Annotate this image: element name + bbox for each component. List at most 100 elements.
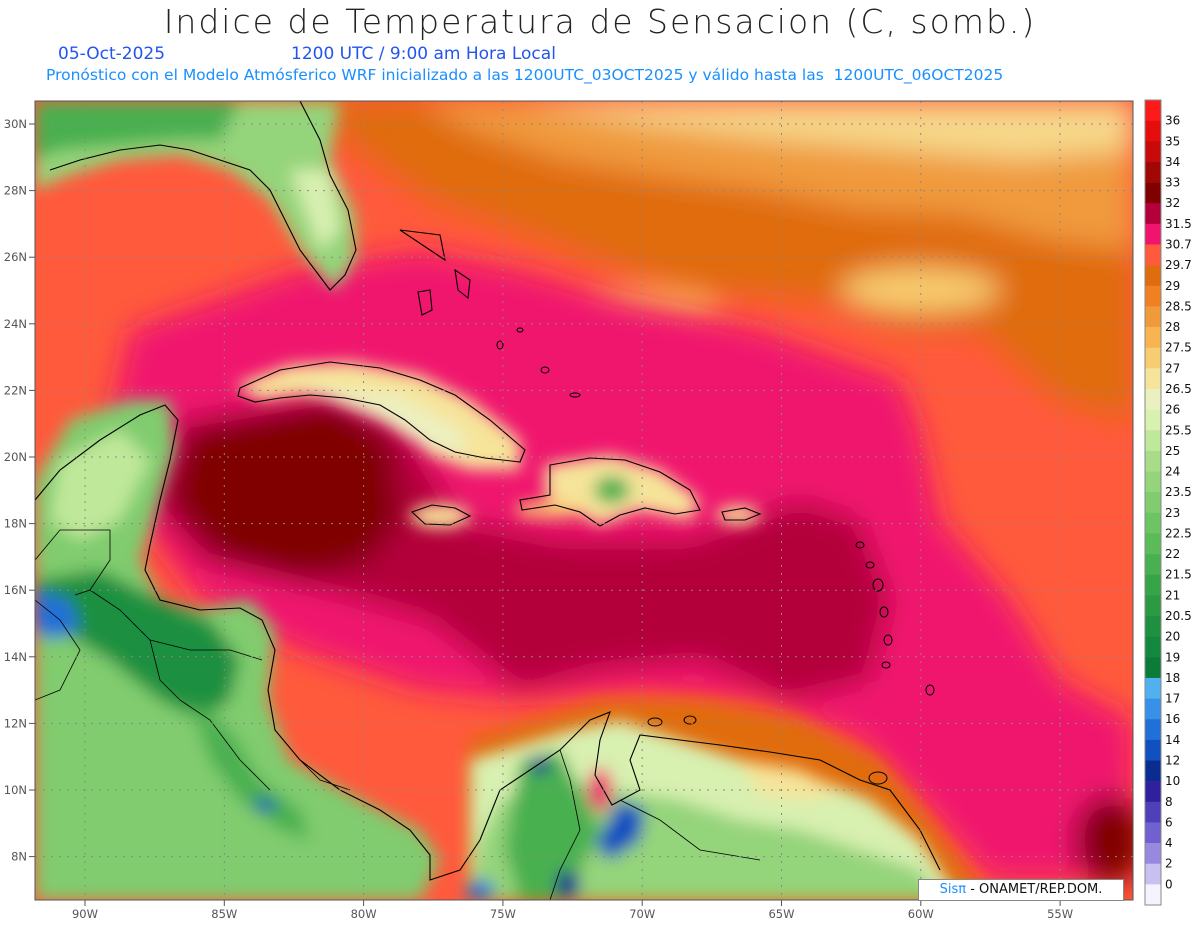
north-atlantic-band: [300, 101, 1133, 420]
colorbar-swatch: [1145, 141, 1161, 163]
lat-label: 18N: [4, 517, 27, 531]
colorbar-label: 22.5: [1165, 526, 1192, 540]
map-frame: [34, 100, 1134, 901]
colorbar-swatch: [1145, 863, 1161, 885]
colorbar-frame: [1144, 99, 1162, 906]
colorbar-label: 30.7: [1165, 237, 1192, 251]
colorbar-label: 22: [1165, 547, 1180, 561]
colorbar-swatch: [1145, 120, 1161, 142]
colorbar-label: 18: [1165, 671, 1180, 685]
colorbar-label: 25.5: [1165, 423, 1192, 437]
colorbar-swatch: [1145, 677, 1161, 699]
longitude-labels: 90W 85W 80W 75W 70W 65W 60W 55W: [72, 900, 1073, 921]
colorbar-swatch: [1145, 265, 1161, 287]
colorbar-label: 20.5: [1165, 609, 1192, 623]
latitude-labels: 30N 28N 26N 24N 22N 20N 18N 16N 14N 12N 10N 8N: [4, 117, 35, 864]
lat-label: 8N: [11, 850, 27, 864]
colorbar-swatch: [1145, 719, 1161, 741]
lon-label: 70W: [629, 907, 655, 921]
colorbar-label: 14: [1165, 733, 1180, 747]
model-info: Pronóstico con el Modelo Atmósferico WRF…: [46, 66, 1004, 84]
colorbar-swatch: [1145, 636, 1161, 658]
lon-label: 90W: [72, 907, 98, 921]
colorbar: 363534333231.530.729.72928.52827.52726.5…: [1144, 99, 1192, 906]
colorbar-swatch: [1145, 306, 1161, 328]
colorbar-swatch: [1145, 182, 1161, 204]
colorbar-label: 31.5: [1165, 217, 1192, 231]
credit-text: - ONAMET/REP.DOM.: [966, 882, 1103, 897]
lat-label: 12N: [4, 716, 27, 730]
lat-label: 10N: [4, 783, 27, 797]
heat-index-field: [35, 101, 1133, 900]
colorbar-swatch: [1145, 657, 1161, 679]
colorbar-label: 17: [1165, 692, 1180, 706]
colorbar-swatch: [1145, 450, 1161, 472]
lon-label: 85W: [211, 907, 237, 921]
credit-box: Sisπ - ONAMET/REP.DOM.: [918, 879, 1124, 901]
colorbar-label: 8: [1165, 795, 1173, 809]
lon-label: 80W: [351, 907, 377, 921]
colorbar-label: 24: [1165, 465, 1180, 479]
lat-label: 26N: [4, 250, 27, 264]
colorbar-label: 21.5: [1165, 568, 1192, 582]
colorbar-swatch: [1145, 554, 1161, 576]
colorbar-label: 21: [1165, 588, 1180, 602]
colorbar-label: 20: [1165, 630, 1180, 644]
lat-label: 16N: [4, 583, 27, 597]
colorbar-swatch: [1145, 843, 1161, 865]
colorbar-swatch: [1145, 533, 1161, 555]
colorbar-label: 10: [1165, 774, 1180, 788]
coastlines: [35, 101, 941, 881]
colorbar-swatch: [1145, 616, 1161, 637]
colorbar-swatch: [1145, 512, 1161, 534]
colorbar-swatch: [1145, 327, 1161, 348]
colorbar-swatch: [1145, 471, 1161, 493]
colorbar-label: 4: [1165, 836, 1173, 850]
colorbar-label: 23: [1165, 506, 1180, 520]
lon-label: 55W: [1047, 907, 1073, 921]
colorbar-swatch: [1145, 100, 1161, 121]
colorbar-swatch: [1145, 430, 1161, 452]
colorbar-swatch: [1145, 698, 1161, 720]
colorbar-swatch: [1145, 801, 1161, 823]
lat-label: 30N: [4, 117, 27, 131]
colorbar-swatch: [1145, 760, 1161, 782]
colorbar-swatch: [1145, 244, 1161, 266]
colorbar-label: 26.5: [1165, 382, 1192, 396]
colorbar-swatch: [1145, 285, 1161, 307]
colorbar-swatch: [1145, 884, 1161, 906]
colorbar-label: 35: [1165, 134, 1180, 148]
lon-label: 60W: [908, 907, 934, 921]
colorbar-label: 27.5: [1165, 341, 1192, 355]
colorbar-swatch: [1145, 347, 1161, 369]
colorbar-label: 25: [1165, 444, 1180, 458]
forecast-date: 05-Oct-2025: [58, 44, 166, 64]
lon-label: 65W: [768, 907, 794, 921]
lon-label: 75W: [490, 907, 516, 921]
colorbar-label: 19: [1165, 650, 1180, 664]
credit-brand: Sisπ: [939, 882, 967, 897]
colorbar-swatch: [1145, 409, 1161, 431]
colorbar-label: 29: [1165, 279, 1180, 293]
lat-label: 14N: [4, 650, 27, 664]
colorbar-label: 2: [1165, 857, 1173, 871]
colorbar-swatch: [1145, 781, 1161, 803]
colorbar-swatch: [1145, 223, 1161, 245]
lat-label: 22N: [4, 383, 27, 397]
colorbar-label: 36: [1165, 114, 1180, 128]
lat-lon-grid: [35, 101, 1133, 900]
colorbar-label: 29.7: [1165, 258, 1192, 272]
colorbar-swatch: [1145, 739, 1161, 761]
lesser-antilles: [496, 327, 935, 785]
colorbar-label: 28: [1165, 320, 1180, 334]
colorbar-swatch: [1145, 368, 1161, 390]
colorbar-swatch: [1145, 574, 1161, 596]
map-title: Indice de Temperatura de Sensacion (C, s…: [163, 2, 1037, 41]
lat-label: 24N: [4, 317, 27, 331]
colorbar-label: 16: [1165, 712, 1180, 726]
colorbar-label: 34: [1165, 155, 1180, 169]
colorbar-label: 27: [1165, 361, 1180, 375]
colorbar-swatch: [1145, 161, 1161, 183]
colorbar-label: 28.5: [1165, 299, 1192, 313]
